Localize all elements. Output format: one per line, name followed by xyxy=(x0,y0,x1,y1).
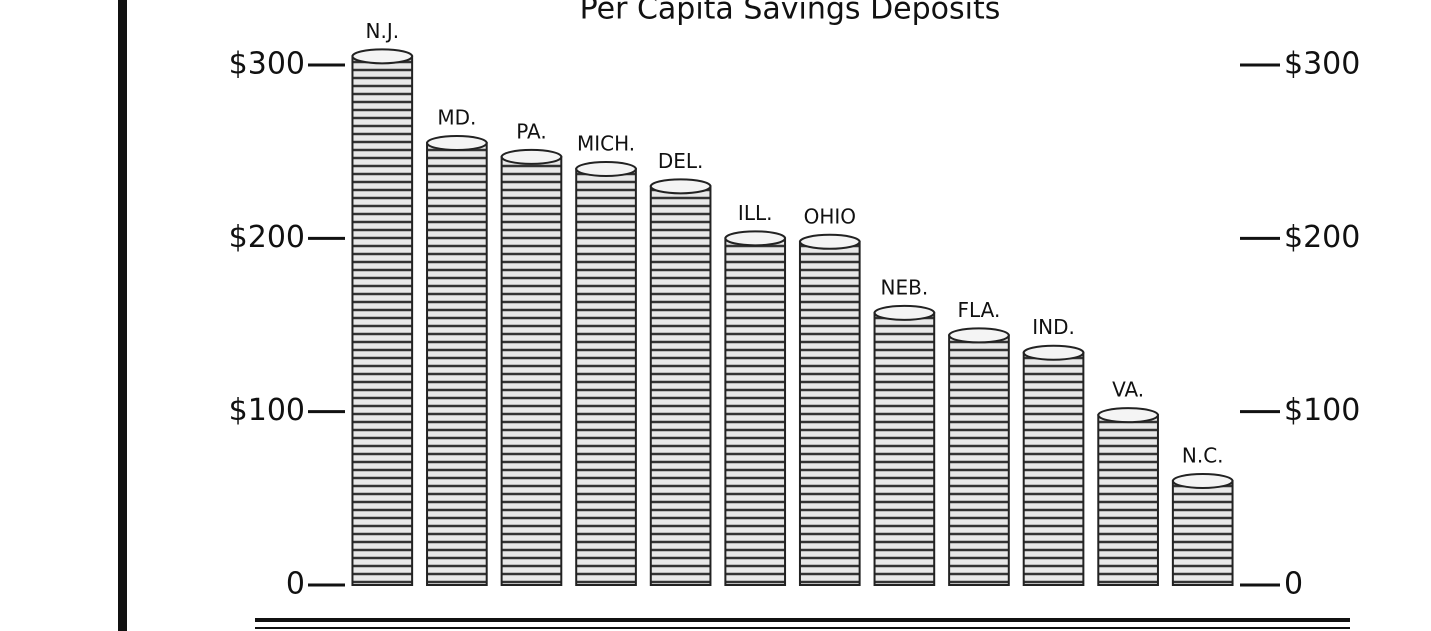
category-label: VA. xyxy=(1112,378,1144,402)
category-label: N.J. xyxy=(366,19,400,43)
category-label: ILL. xyxy=(738,201,773,225)
chart-title: Per Capita Savings Deposits xyxy=(580,0,1001,27)
bar xyxy=(500,155,563,586)
bar xyxy=(1097,414,1159,586)
bar xyxy=(1022,351,1085,586)
bar xyxy=(798,240,861,587)
y2-tick-label: $300 xyxy=(1284,47,1360,82)
bar-top xyxy=(500,148,563,165)
bar-top xyxy=(649,178,712,195)
bar-top xyxy=(1097,407,1159,424)
y2-tick-label: $200 xyxy=(1284,220,1360,255)
bar xyxy=(649,185,712,586)
category-label: PA. xyxy=(516,119,546,143)
category-label: MD. xyxy=(437,106,476,130)
bar-top xyxy=(873,304,936,321)
bar-top xyxy=(724,230,787,247)
category-label: DEL. xyxy=(658,149,704,173)
bar xyxy=(948,334,1010,586)
y2-tick-label: 0 xyxy=(1284,567,1303,602)
bar-top xyxy=(575,161,637,177)
bar-top xyxy=(1022,344,1085,361)
y-tick-label: $100 xyxy=(229,393,305,428)
y-tick-label: $300 xyxy=(229,47,305,82)
category-label: N.C. xyxy=(1182,444,1224,468)
y-tick-label: 0 xyxy=(286,567,305,602)
category-label: NEB. xyxy=(881,275,929,299)
category-label: OHIO xyxy=(804,204,856,228)
bar xyxy=(724,237,787,586)
bar xyxy=(1171,480,1234,586)
y-tick-label: $200 xyxy=(229,220,305,255)
category-label: MICH. xyxy=(577,132,635,156)
y2-tick-label: $100 xyxy=(1284,393,1360,428)
bar-top xyxy=(798,233,861,250)
category-label: FLA. xyxy=(958,298,1001,322)
bar-top xyxy=(426,135,488,151)
bar-top xyxy=(1171,473,1234,489)
bar xyxy=(426,142,488,586)
left-border xyxy=(118,0,127,631)
bar xyxy=(873,311,936,586)
bar-top xyxy=(351,48,414,65)
category-label: IND. xyxy=(1032,315,1075,339)
bar xyxy=(575,168,637,586)
bar-top xyxy=(948,327,1010,344)
bar xyxy=(351,55,414,587)
